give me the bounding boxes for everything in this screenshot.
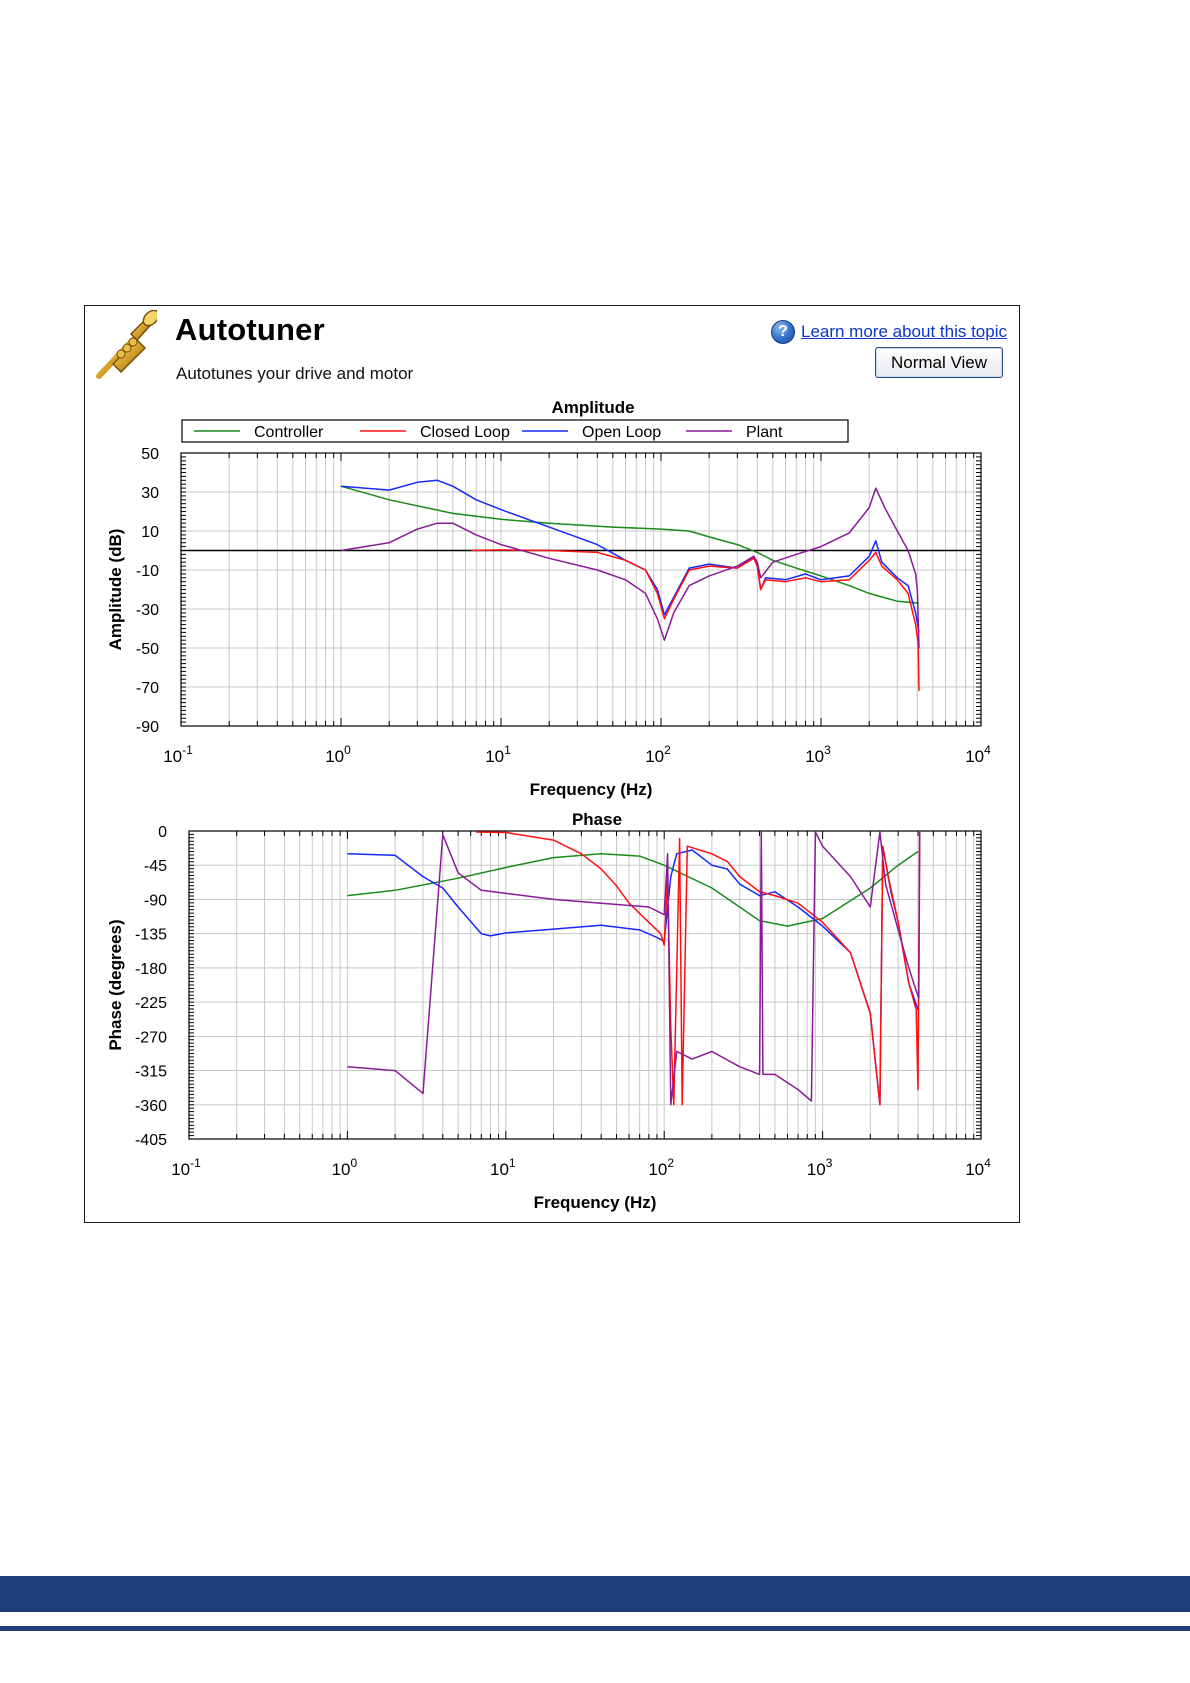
amplitude-chart: Amplitude Controller Closed Loop Open Loop P… (106, 398, 991, 799)
y-tick-label: -135 (135, 927, 167, 944)
x-tick-label: 100 (325, 743, 351, 766)
series-closed-loop (471, 549, 920, 691)
legend-label: Controller (254, 424, 324, 441)
x-axis-label: Frequency (Hz) (530, 780, 653, 799)
y-tick-label: -360 (135, 1098, 167, 1115)
y-tick-label: 10 (141, 524, 159, 541)
y-tick-label: -45 (144, 858, 167, 875)
axis-ticks (188, 830, 981, 1140)
normal-view-button[interactable]: Normal View (875, 347, 1003, 378)
legend-label: Closed Loop (420, 424, 510, 441)
x-tick-label: 104 (965, 743, 991, 766)
y-tick-label: -50 (136, 641, 159, 658)
y-tick-label: -30 (136, 602, 159, 619)
series-controller (347, 850, 919, 927)
y-axis-label: Amplitude (dB) (106, 529, 125, 651)
chart-legend: Controller Closed Loop Open Loop Plant (181, 419, 849, 443)
x-tick-label: 101 (485, 743, 511, 766)
page-subtitle: Autotunes your drive and motor (176, 364, 414, 383)
x-tick-label: 101 (490, 1156, 516, 1179)
footer-line (0, 1626, 1190, 1631)
y-tick-label: -315 (135, 1064, 167, 1081)
y-tick-label: -405 (135, 1132, 167, 1149)
chart-grid (188, 830, 981, 1140)
legend-box (181, 419, 849, 443)
chart-title: Phase (572, 810, 622, 829)
x-tick-label: 104 (965, 1156, 991, 1179)
x-axis-label: Frequency (Hz) (534, 1193, 657, 1212)
y-tick-label: -90 (144, 892, 167, 909)
plot-frame (188, 830, 982, 1140)
series-closed-loop (476, 831, 921, 1106)
series-open-loop (347, 845, 919, 1106)
chart-title: Amplitude (551, 398, 634, 417)
phase-chart: Phase 0 -45 -90 -135 -180 -225 -270 -315 -360 -405… (106, 810, 991, 1212)
x-tick-label: 102 (648, 1156, 674, 1179)
x-tick-label: 10-1 (171, 1156, 201, 1179)
series-controller (340, 485, 920, 604)
x-tick-label: 10-1 (163, 743, 193, 766)
y-tick-label: -270 (135, 1029, 167, 1046)
y-tick-label: -180 (135, 961, 167, 978)
page-title: Autotuner (175, 312, 325, 347)
y-axis-label: Phase (degrees) (106, 919, 125, 1050)
y-tick-label: 0 (158, 824, 167, 841)
help-link[interactable]: ? Learn more about this topic (770, 320, 1007, 344)
y-tick-label: -10 (136, 563, 159, 580)
series-plant (347, 831, 921, 1106)
trumpet-icon (93, 309, 160, 382)
y-tick-label: -70 (136, 680, 159, 697)
help-link-text[interactable]: Learn more about this topic (800, 322, 1007, 341)
footer-bar (0, 1576, 1190, 1612)
y-tick-label: 30 (141, 485, 159, 502)
chart-grid (180, 452, 981, 727)
x-tick-label: 103 (807, 1156, 833, 1179)
x-tick-label: 102 (645, 743, 671, 766)
chart-series (347, 831, 921, 1106)
legend-label: Plant (746, 424, 783, 441)
chart-series (340, 479, 920, 691)
series-plant (340, 487, 920, 649)
question-mark-icon: ? (770, 320, 795, 344)
legend-label: Open Loop (582, 424, 661, 441)
y-tick-label: -90 (136, 719, 159, 736)
y-tick-label: -225 (135, 995, 167, 1012)
series-open-loop (340, 479, 920, 633)
x-tick-label: 103 (805, 743, 831, 766)
axis-ticks (180, 452, 981, 727)
x-tick-label: 100 (332, 1156, 358, 1179)
y-tick-label: 50 (141, 446, 159, 463)
autotuner-panel: Autotuner Autotunes your drive and motor… (84, 305, 1020, 1223)
bode-charts: Amplitude Controller Closed Loop Open Loop P… (106, 398, 991, 1212)
